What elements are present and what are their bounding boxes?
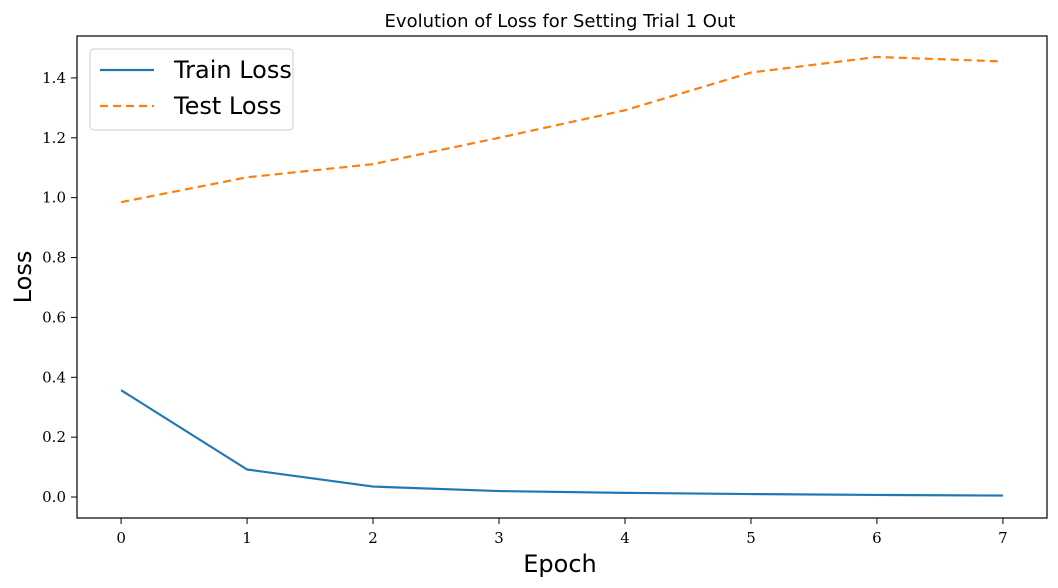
series-line-train-loss	[120, 389, 1003, 497]
y-tick-label: 1.2	[42, 129, 66, 147]
plot-area	[120, 55, 1003, 497]
x-axis-ticks: 0 1 2 3 4 5 6 7	[116, 518, 1008, 547]
legend-label-test-loss: Test Loss	[173, 92, 282, 120]
y-axis-label: Loss	[9, 251, 37, 304]
x-tick-label: 6	[872, 529, 882, 547]
x-tick-label: 4	[620, 529, 630, 547]
legend-label-train-loss: Train Loss	[173, 56, 292, 84]
legend: Train Loss Test Loss	[89, 48, 294, 131]
y-tick-label: 1.0	[42, 189, 66, 207]
x-tick-label: 5	[746, 529, 756, 547]
y-tick-label: 0.8	[42, 249, 66, 267]
x-tick-label: 0	[116, 529, 126, 547]
y-tick-label: 0.4	[42, 368, 66, 386]
y-axis-ticks: 0.0 0.2 0.4 0.6 0.8 1.0 1.2 1.4	[42, 69, 77, 506]
x-tick-label: 2	[368, 529, 378, 547]
x-tick-label: 3	[494, 529, 504, 547]
plot-frame	[76, 35, 1048, 519]
x-tick-label: 1	[242, 529, 252, 547]
series-line-test-loss	[120, 55, 1003, 204]
x-axis-label: Epoch	[523, 550, 597, 578]
chart-title: Evolution of Loss for Setting Trial 1 Ou…	[385, 11, 736, 32]
y-tick-label: 0.0	[42, 488, 66, 506]
y-tick-label: 0.6	[42, 308, 66, 326]
x-tick-label: 7	[998, 529, 1008, 547]
y-tick-label: 0.2	[42, 428, 66, 446]
y-tick-label: 1.4	[42, 69, 66, 87]
